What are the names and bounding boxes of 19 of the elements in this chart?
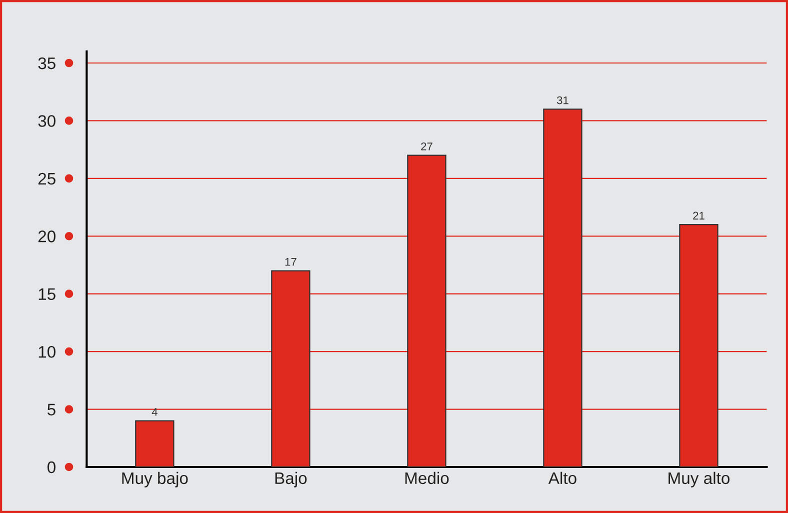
data-label: 31 [556,96,568,104]
y-tick-label: 5 [48,404,56,416]
y-tick-label: 15 [38,288,56,300]
x-tick-label: Alto [548,472,576,484]
bar [135,420,174,467]
data-label: 4 [152,408,158,416]
y-tick-label: 0 [48,461,56,474]
y-tick-label: 35 [38,57,56,70]
x-tick-label: Muy alto [668,472,730,488]
y-tick-label: 20 [38,230,56,242]
y-tick-label: 30 [38,115,56,127]
y-tick-label: 10 [38,346,56,358]
y-tick-label: 25 [38,172,56,185]
data-label: 27 [421,142,432,150]
data-label: 17 [285,258,296,266]
data-label: 21 [693,212,704,220]
x-tick-label: Medio [405,472,449,484]
x-tick-label: Muy bajo [122,472,188,488]
x-tick-label: Bajo [275,472,307,488]
